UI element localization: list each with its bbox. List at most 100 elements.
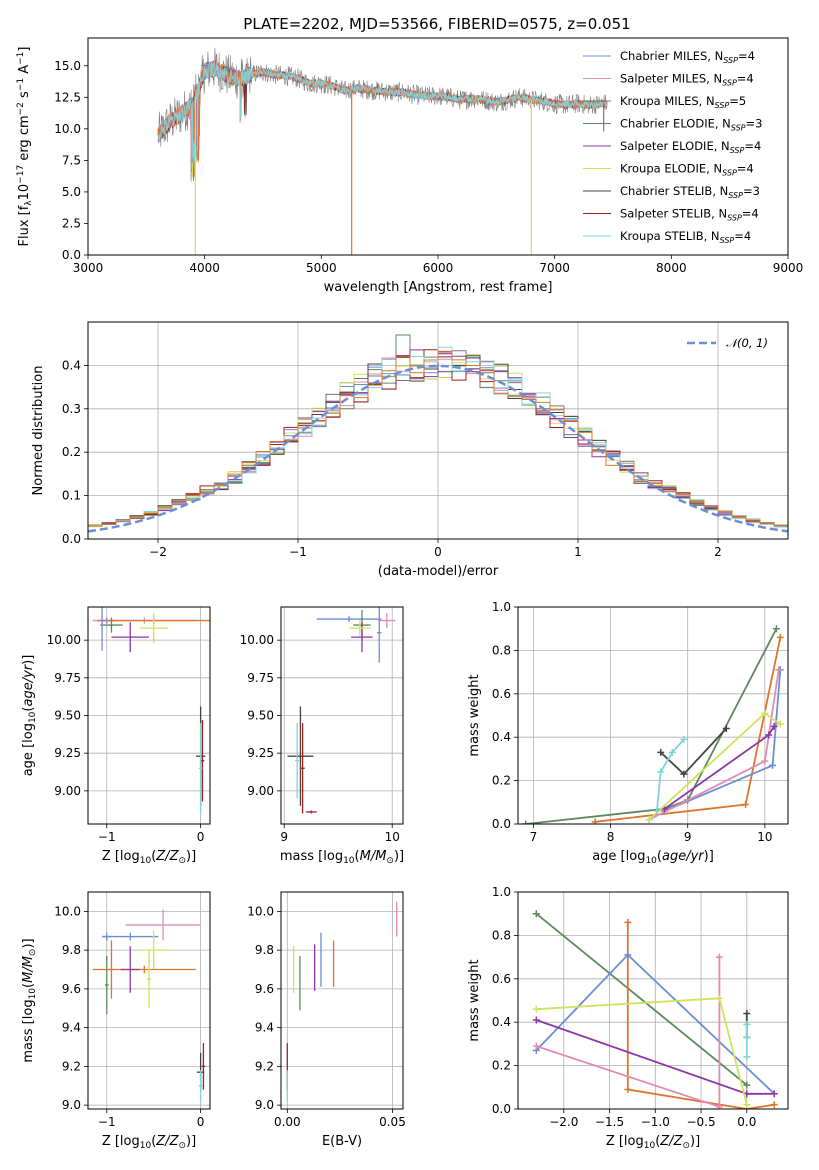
weight-marker xyxy=(715,994,723,1002)
errorbar-point xyxy=(104,955,109,1015)
weight-marker xyxy=(770,722,778,730)
weight-marker xyxy=(591,818,599,824)
y-tick-label: 9.50 xyxy=(54,709,81,723)
x-axis-label: wavelength [Angstrom, rest frame] xyxy=(324,280,553,295)
x-tick-label: −1 xyxy=(98,1115,116,1129)
x-axis-label-part: age/yr xyxy=(662,849,705,864)
y-tick-label: 9.75 xyxy=(247,671,274,685)
x-axis-label-part: ⊙ xyxy=(682,1141,690,1151)
errorbar-point xyxy=(300,723,305,814)
y-axis-label-part: M/M xyxy=(21,956,36,983)
y-axis-label: Flux [fλ10−17 erg cm−2 s−1 A−1] xyxy=(16,47,34,247)
x-tick-label: 0 xyxy=(434,545,442,559)
legend-label-tail: =4 xyxy=(744,139,761,153)
x-axis-label-part: ⊙ xyxy=(178,856,186,866)
x-tick-label: 9000 xyxy=(773,261,804,275)
weight-marker xyxy=(743,1101,751,1109)
y-tick-label: 1.0 xyxy=(492,885,511,899)
weight-marker xyxy=(761,757,769,765)
y-tick-label: 10.00 xyxy=(47,633,81,647)
x-axis-label-part: 10 xyxy=(343,856,355,866)
x-tick-label: 0.0 xyxy=(737,1115,756,1129)
errorbar-point xyxy=(351,622,373,653)
axes-frame xyxy=(517,606,789,825)
legend-label-tail: =3 xyxy=(743,184,760,198)
x-axis-label-part: 10 xyxy=(645,856,657,866)
y-axis-label-part: −17 xyxy=(16,165,26,184)
weight-marker xyxy=(532,1016,540,1024)
x-axis-label-part: )] xyxy=(394,849,404,864)
y-tick-label: 5.0 xyxy=(62,185,81,199)
y-tick-label: 9.00 xyxy=(247,784,274,798)
legend-label-main: Salpeter MILES, N xyxy=(620,72,722,86)
x-tick-label: 3000 xyxy=(73,261,104,275)
y-tick-label: 9.6 xyxy=(255,982,274,996)
y-axis-label-part: ] xyxy=(17,47,32,52)
plot-area xyxy=(286,901,398,1102)
x-tick-label: 9 xyxy=(684,830,692,844)
spectrum-line xyxy=(157,60,608,181)
y-axis-label: Normed distribution xyxy=(31,366,46,496)
weight-marker xyxy=(680,770,688,778)
legend-label-sub: SSP xyxy=(715,101,730,110)
figure-title: PLATE=2202, MJD=53566, FIBERID=0575, z=0… xyxy=(243,15,630,33)
weight-marker xyxy=(624,1085,632,1093)
y-tick-label: 0.2 xyxy=(492,1059,511,1073)
panel-mass_vs_Z: −1 09.09.29.49.69.810.0Z [log10(Z/Z⊙)]mas… xyxy=(21,891,211,1151)
panel-residuals: −2 −1 0 1 2 0.0 0.1 0.2 0.3 0.4 (data-model)/error… xyxy=(31,321,789,579)
y-axis-label-part: A xyxy=(17,65,32,78)
x-axis-label-part: M/M xyxy=(360,849,387,864)
weight-marker xyxy=(624,918,632,926)
legend-label-main: Kroupa MILES, N xyxy=(620,94,715,108)
x-tick-label: −1.5 xyxy=(595,1115,624,1129)
y-tick-label: 9.00 xyxy=(54,784,81,798)
x-axis-label-part: Z/Z xyxy=(659,1134,683,1149)
y-tick-label: 0.6 xyxy=(492,972,511,986)
y-tick-label: 2.5 xyxy=(62,216,81,230)
y-axis-label-part: erg cm xyxy=(17,115,32,164)
plot-area xyxy=(287,607,396,814)
x-axis-label-part: 10 xyxy=(140,856,152,866)
x-axis-label: Z [log10(Z/Z⊙)] xyxy=(102,1134,196,1151)
errorbar-point xyxy=(120,946,140,993)
legend: 𝒩(0, 1) xyxy=(687,336,768,350)
y-axis-label-part: mass weight xyxy=(467,959,482,1041)
normal-curve xyxy=(88,364,788,533)
y-tick-label: 10.0 xyxy=(247,904,274,918)
weight-marker xyxy=(743,1033,751,1041)
weight-marker xyxy=(680,735,688,743)
y-axis-label-part: 10 xyxy=(28,988,38,1000)
legend-label-tail: =5 xyxy=(729,94,746,108)
legend-label-tail: =4 xyxy=(734,229,751,243)
legend-label: Salpeter MILES, NSSP=4 xyxy=(620,72,754,88)
plot-area xyxy=(532,910,778,1109)
panel-spectrum: 3000 4000 5000 6000 7000 8000 9000 0.0 2.5 5.0 7.5… xyxy=(16,37,804,295)
y-tick-label: 10.00 xyxy=(240,633,274,647)
x-tick-label: −1.0 xyxy=(641,1115,670,1129)
plot-area xyxy=(88,334,788,533)
axes-frame xyxy=(87,37,789,256)
x-axis-label-part: ⊙ xyxy=(178,1141,186,1151)
x-tick-label: −1 xyxy=(289,545,307,559)
legend-label-tail: =3 xyxy=(746,117,763,131)
y-tick-label: 9.8 xyxy=(255,943,274,957)
weight-marker xyxy=(776,633,784,641)
y-tick-label: 0.2 xyxy=(62,445,81,459)
legend-label: Chabrier ELODIE, NSSP=3 xyxy=(620,117,762,133)
errorbar-point xyxy=(111,622,149,653)
x-tick-label: 0 xyxy=(197,830,205,844)
y-axis-label-part: mass weight xyxy=(467,674,482,756)
y-tick-label: 0.1 xyxy=(62,489,81,503)
y-tick-label: 9.25 xyxy=(247,746,274,760)
y-tick-label: 0.3 xyxy=(62,402,81,416)
weight-marker xyxy=(657,748,665,756)
legend-label-main: Kroupa ELODIE, N xyxy=(620,162,722,176)
y-tick-label: 9.4 xyxy=(255,1021,274,1035)
x-axis-label-part: mass [log xyxy=(280,849,343,864)
plot-area xyxy=(92,607,210,814)
x-tick-label: −0.5 xyxy=(686,1115,715,1129)
legend-label-sub: SSP xyxy=(730,146,745,155)
spectrum-line xyxy=(157,60,608,178)
weight-marker xyxy=(715,1103,723,1109)
